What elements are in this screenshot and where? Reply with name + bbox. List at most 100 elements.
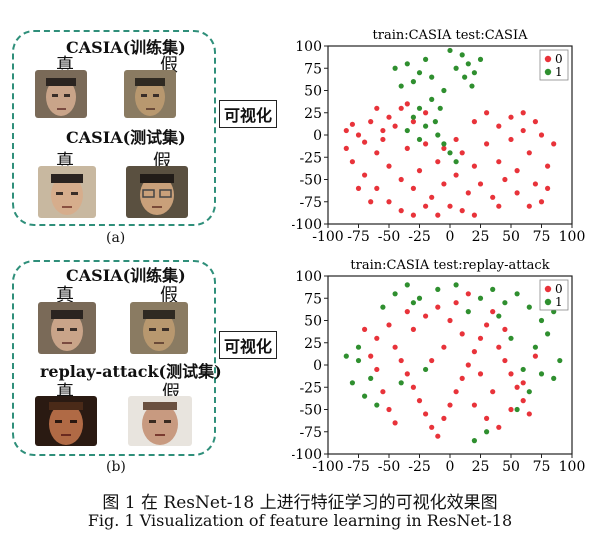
data-point-series-1 — [404, 282, 410, 288]
data-point-series-1 — [432, 119, 438, 125]
panel-a-letter: (a) — [106, 230, 126, 246]
data-point-series-0 — [447, 203, 453, 209]
data-point-series-1 — [471, 70, 477, 76]
data-point-series-1 — [490, 286, 496, 292]
plot-frame — [327, 45, 573, 225]
data-point-series-1 — [410, 114, 416, 120]
data-point-series-0 — [362, 139, 368, 145]
y-tick-label: 100 — [295, 39, 322, 55]
data-point-series-1 — [343, 353, 349, 359]
data-point-series-0 — [398, 105, 404, 111]
data-point-series-1 — [484, 429, 490, 435]
data-point-series-0 — [520, 380, 526, 386]
data-point-series-1 — [477, 56, 484, 62]
y-tick-label: 100 — [295, 269, 322, 285]
data-point-series-0 — [374, 366, 380, 373]
x-tick-label: -75 — [347, 459, 370, 475]
data-point-series-0 — [435, 433, 441, 439]
data-point-series-1 — [398, 380, 404, 386]
data-point-series-0 — [453, 389, 459, 395]
data-point-series-0 — [496, 344, 502, 350]
data-point-series-1 — [502, 300, 508, 306]
panel-b-visualize-label: 可视化 — [219, 331, 278, 359]
data-point-series-1 — [374, 402, 380, 408]
data-point-series-0 — [404, 145, 410, 151]
figure-caption-en: Fig. 1 Visualization of feature learning… — [87, 511, 513, 530]
data-point-series-0 — [526, 203, 532, 209]
data-point-series-1 — [551, 375, 557, 381]
data-point-series-0 — [490, 389, 496, 395]
chart-title: train:CASIA test:replay-attack — [350, 258, 549, 273]
y-tick-label: 75 — [304, 291, 322, 307]
legend-box — [539, 49, 569, 81]
data-point-series-0 — [508, 114, 514, 120]
y-tick-label: 50 — [304, 314, 322, 330]
data-point-series-0 — [484, 322, 490, 328]
face-casia-test-fake — [126, 166, 188, 218]
panel-a-box — [12, 30, 216, 226]
data-point-series-0 — [453, 172, 459, 178]
scatter-chart-casia-casia: train:CASIA test:CASIA-100 -75 -50 -25 0 25 50… — [292, 28, 585, 245]
data-point-series-0 — [398, 357, 404, 364]
data-point-series-0 — [404, 309, 410, 315]
data-point-series-0 — [386, 114, 392, 120]
data-point-series-0 — [423, 411, 429, 417]
data-point-series-0 — [410, 384, 416, 390]
data-point-series-1 — [355, 357, 362, 364]
data-point-series-0 — [514, 384, 520, 390]
data-point-series-0 — [410, 119, 416, 125]
legend-box — [539, 279, 569, 311]
data-point-series-1 — [423, 366, 429, 373]
data-point-series-0 — [386, 322, 392, 328]
data-point-series-0 — [343, 145, 349, 151]
face-casia-train-real — [35, 70, 87, 118]
data-point-series-1 — [429, 74, 435, 80]
data-point-series-1 — [453, 282, 459, 288]
data-point-series-0 — [435, 304, 441, 310]
data-point-series-0 — [508, 406, 514, 413]
y-tick-label: -100 — [292, 217, 322, 233]
data-point-series-0 — [465, 190, 471, 196]
data-point-series-0 — [502, 357, 508, 364]
data-point-series-1 — [423, 123, 429, 129]
face-replay-test-fake — [128, 396, 192, 446]
data-point-series-0 — [423, 203, 429, 209]
data-point-series-1 — [496, 313, 502, 319]
x-tick-label: 50 — [502, 459, 520, 475]
y-tick-label: -50 — [299, 173, 322, 189]
data-point-series-0 — [429, 357, 435, 364]
data-point-series-1 — [447, 150, 453, 156]
data-point-series-0 — [368, 199, 374, 205]
data-point-series-1 — [410, 300, 416, 306]
data-point-series-0 — [398, 208, 404, 214]
data-point-series-0 — [459, 208, 465, 214]
y-tick-label: -75 — [299, 425, 322, 441]
y-tick-label: -75 — [299, 195, 322, 211]
data-point-series-0 — [362, 326, 368, 332]
data-point-series-0 — [386, 199, 392, 205]
legend-marker-1 — [544, 68, 552, 76]
panel-a-train-label: CASIA(训练集) — [66, 38, 186, 57]
data-point-series-1 — [514, 406, 520, 413]
data-point-series-0 — [392, 420, 398, 426]
data-point-series-0 — [465, 291, 471, 297]
data-point-series-1 — [462, 74, 468, 80]
data-point-series-0 — [453, 136, 459, 143]
data-point-series-1 — [435, 286, 441, 292]
data-point-series-0 — [368, 353, 374, 359]
data-point-series-0 — [465, 362, 471, 368]
data-point-series-0 — [514, 190, 520, 196]
data-point-series-1 — [416, 70, 423, 76]
figure-caption-cn: 图 1 在 ResNet-18 上进行特征学习的可视化效果图 — [102, 493, 498, 513]
data-point-series-1 — [526, 304, 532, 310]
data-point-series-0 — [355, 185, 362, 191]
x-tick-label: -25 — [408, 459, 431, 475]
data-point-series-1 — [423, 56, 429, 62]
data-point-series-0 — [423, 110, 429, 116]
data-point-series-0 — [441, 145, 447, 151]
panel-b-box — [12, 260, 216, 456]
y-tick-label: -25 — [299, 380, 322, 396]
data-point-series-0 — [459, 150, 465, 156]
y-tick-label: 0 — [313, 358, 322, 374]
data-point-series-0 — [410, 212, 416, 218]
